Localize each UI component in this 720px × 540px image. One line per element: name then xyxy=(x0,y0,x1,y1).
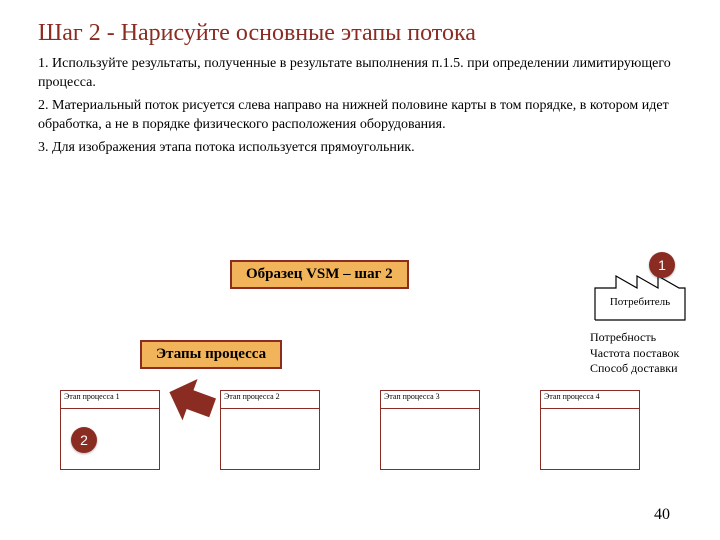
slide-page: Шаг 2 - Нарисуйте основные этапы потока … xyxy=(0,0,720,540)
process-box-1-header: Этап процесса 1 xyxy=(61,391,159,409)
consumer-line-1: Потребность xyxy=(590,330,700,346)
badge-2: 2 xyxy=(71,427,97,453)
factory-icon: Потребитель 1 xyxy=(590,270,690,325)
process-box-1: Этап процесса 1 2 xyxy=(60,390,160,470)
process-box-2-header: Этап процесса 2 xyxy=(221,391,319,409)
process-box-3-header: Этап процесса 3 xyxy=(381,391,479,409)
process-box-3: Этап процесса 3 xyxy=(380,390,480,470)
process-box-4: Этап процесса 4 xyxy=(540,390,640,470)
paragraph-3: 3. Для изображения этапа потока использу… xyxy=(38,139,682,158)
stages-label: Этапы процесса xyxy=(140,340,282,369)
consumer-line-2: Частота поставок xyxy=(590,346,700,362)
arrow-icon xyxy=(166,378,216,422)
factory-label: Потребитель xyxy=(610,296,670,308)
consumer-line-3: Способ доставки xyxy=(590,361,700,377)
process-box-2: Этап процесса 2 xyxy=(220,390,320,470)
paragraph-1: 1. Используйте результаты, полученные в … xyxy=(38,55,682,93)
consumer-text: Потребность Частота поставок Способ дост… xyxy=(590,330,700,377)
process-box-4-header: Этап процесса 4 xyxy=(541,391,639,409)
process-row: Этап процесса 1 2 Этап процесса 2 Этап п… xyxy=(60,390,640,470)
slide-title: Шаг 2 - Нарисуйте основные этапы потока xyxy=(38,20,682,47)
vsm-sample-label: Образец VSM – шаг 2 xyxy=(230,260,409,289)
paragraph-2: 2. Материальный поток рисуется слева нап… xyxy=(38,97,682,135)
page-number: 40 xyxy=(654,506,670,524)
badge-1: 1 xyxy=(649,252,675,278)
